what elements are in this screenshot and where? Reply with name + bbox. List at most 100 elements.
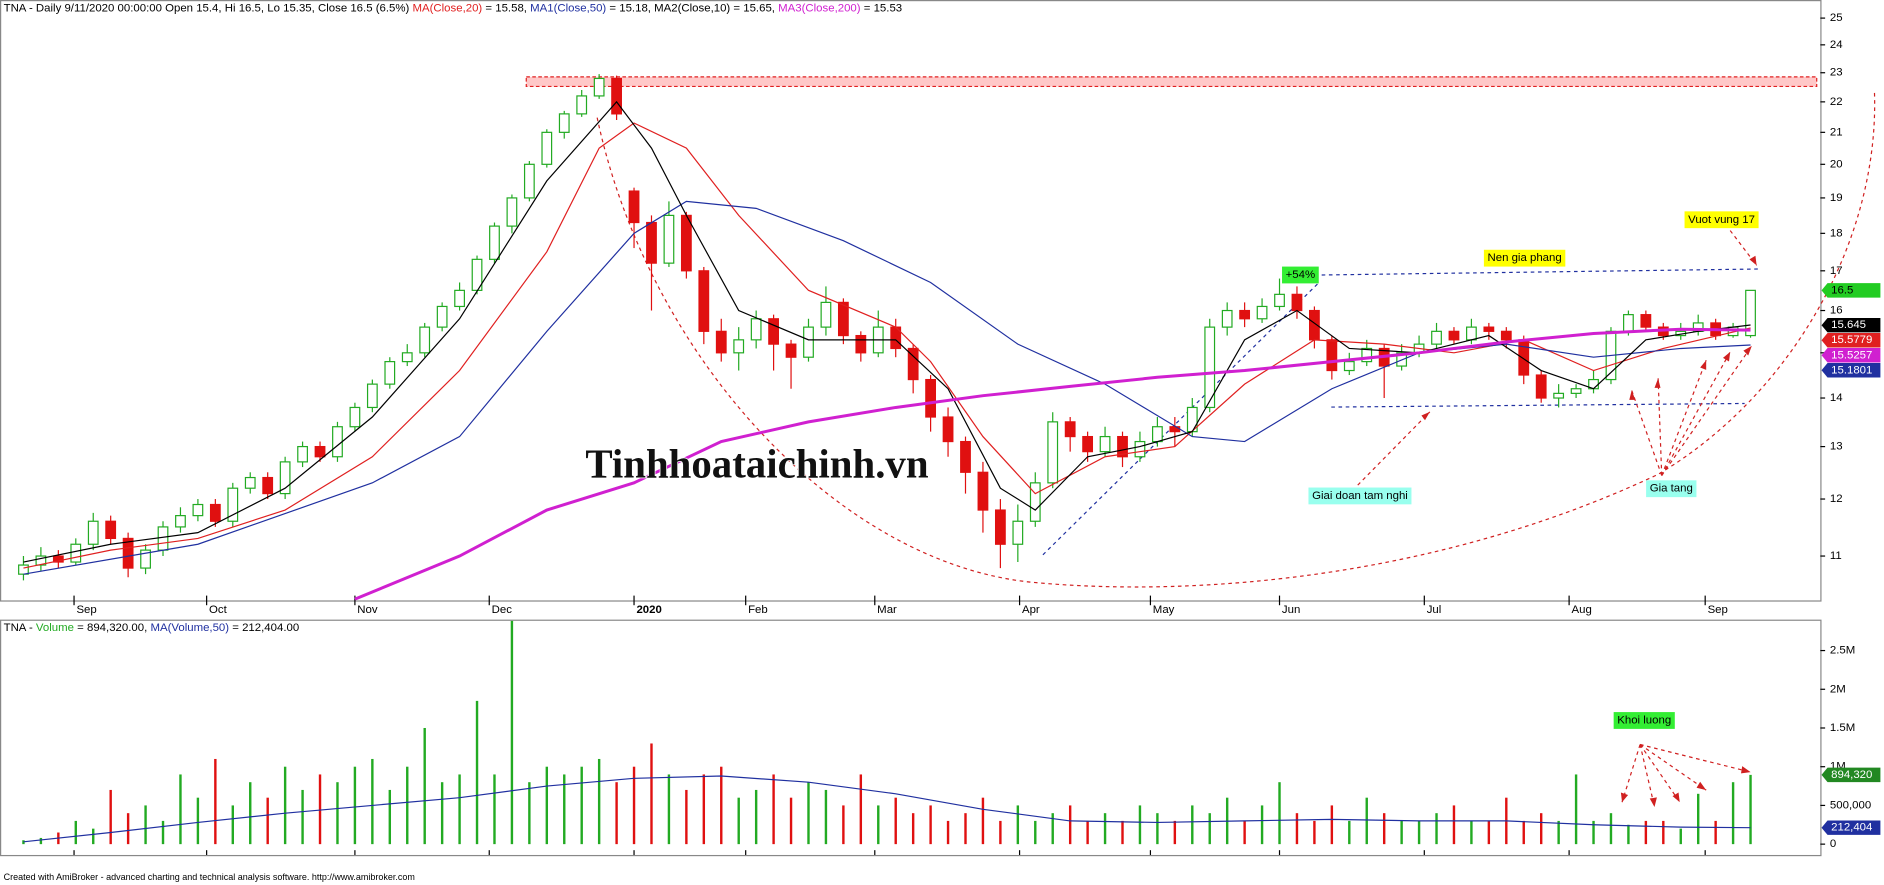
volume-bar [1173,820,1177,845]
volume-bar [353,766,357,845]
volume-bar [1417,820,1421,845]
volume-bar [1749,774,1752,845]
annotation: +54% [1286,269,1316,281]
volume-bar [1522,820,1525,845]
volume-bar [161,820,165,845]
candle-body [576,95,588,115]
x-tick-label: Sep [1708,604,1728,616]
candle-body [1361,347,1373,363]
arrow-head [1696,781,1707,791]
candle-body [1256,305,1268,320]
candle-body [942,416,954,443]
volume-bar [1609,813,1613,845]
volume-bar [1574,774,1578,845]
y-tick-label: 20 [1830,158,1843,170]
candle-body [1151,426,1163,443]
candle-body [1221,309,1233,328]
x-tick-label: Apr [1022,604,1040,616]
volume-bar [877,805,880,845]
volume-bar [1243,820,1246,845]
ma-line [23,200,1751,575]
volume-bar [458,774,461,845]
candle-body [1099,435,1111,453]
value-tag-label: 15.5257 [1831,349,1872,361]
y-tick-label: 13 [1830,441,1843,453]
volume-bar [929,805,932,845]
candle-body [1117,435,1128,458]
header-part: TNA - [4,622,36,634]
arrow-head [1700,360,1707,370]
value-tag [1821,820,1881,835]
volume-bar [440,782,444,845]
candle-body [680,214,692,272]
candle-body [523,163,535,199]
volume-bar [580,766,583,845]
candle-body [1500,330,1512,341]
volume-bar [528,782,531,845]
volume-bar [754,789,758,845]
volume-bar [371,758,374,845]
volume-bar [1452,805,1456,845]
footer: Created with AmiBroker - advanced charti… [4,872,415,882]
x-tick-label: Aug [1572,604,1592,616]
arrow [1639,744,1681,803]
candle-body [314,445,326,458]
candle-body [820,301,832,328]
volume-bar [894,797,897,845]
volume-bar [1714,820,1717,845]
header-part: = 894,320.00, [74,622,150,634]
candle-body [122,537,134,569]
volume-bar [74,820,77,845]
volume-bar [231,805,234,845]
volume-bar [318,774,322,845]
volume-bar [1348,820,1351,845]
volume-bar [1208,813,1211,845]
ma-line [23,775,1751,843]
volume-bar [109,789,112,845]
candle-body [1239,309,1251,320]
volume-bar [597,758,601,845]
candle-body [1466,326,1477,341]
volume-bar [1138,805,1142,845]
annotation: Khoi luong [1617,715,1671,727]
header-part: MA3(Close,200) [778,2,861,14]
volume-bar [1662,820,1665,845]
candle-body [192,503,204,517]
header-part: = 15.18, MA2(Close,10) = 15.65, [606,2,778,14]
candle-body [506,197,518,227]
value-tag-label: 212,404 [1831,822,1873,834]
annotation-box [1282,266,1319,284]
volume-bar [39,837,43,845]
arrow-head [1741,766,1751,774]
y-tick-label: 1M [1830,761,1846,773]
candle-body [1326,339,1338,372]
volume-bar [1470,820,1473,845]
candle-body [803,326,814,358]
annotation-box [1646,480,1697,498]
arrow [1661,360,1707,476]
candle-body [1570,388,1582,394]
y-tick-label: 500,000 [1830,799,1871,811]
arrow-head [1722,351,1731,362]
header-part: = 15.58, [482,2,530,14]
candle-body [1204,326,1216,409]
annotation-box [1308,487,1412,505]
annotation: Gia tang [1650,483,1693,495]
candle-body [855,334,867,354]
candle-body [175,515,186,528]
y-tick-label: 12 [1830,493,1843,505]
arrow-head [1672,792,1680,803]
candle-body [1745,289,1756,337]
arrow-head [1620,792,1629,803]
candle-body [1343,361,1355,372]
x-tick-label: Nov [357,604,378,616]
candle-body [1640,314,1652,328]
cup-arc [596,90,1876,588]
candle-body [1012,520,1024,545]
x-tick-label: Mar [877,604,897,616]
volume-bar [1592,820,1595,845]
candle-body [1483,326,1495,332]
volume-bar [772,774,775,845]
